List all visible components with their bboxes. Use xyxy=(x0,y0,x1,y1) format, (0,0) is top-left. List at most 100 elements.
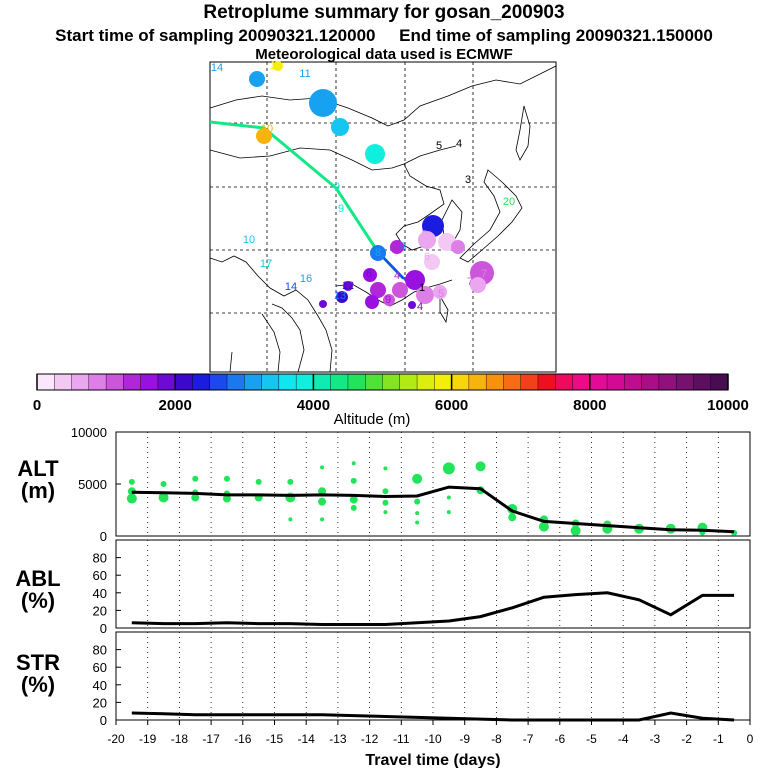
altitude-colorbar: 0 2000 4000 6000 8000 10000 Altitude (m) xyxy=(33,373,749,428)
alt-point xyxy=(383,466,388,471)
x-tick-label: -8 xyxy=(491,732,502,746)
colorbar-cell xyxy=(468,373,487,391)
plume-bubble xyxy=(256,128,272,144)
colorbar-tick-label: 4000 xyxy=(297,397,330,414)
x-tick-label: 0 xyxy=(747,732,754,746)
x-tick-label: -4 xyxy=(618,732,629,746)
map-label: 9 xyxy=(338,203,344,215)
map-label: 8 xyxy=(400,241,406,253)
map-label: 1 xyxy=(419,282,425,294)
alt-point xyxy=(287,478,294,485)
x-tick-label: -10 xyxy=(424,732,442,746)
alt-point xyxy=(320,517,325,522)
alt-point xyxy=(288,517,293,522)
alt-point xyxy=(412,473,423,484)
colorbar-tick-label: 0 xyxy=(33,397,41,414)
map-label: 12 xyxy=(342,280,354,292)
panel-unit: (%) xyxy=(21,588,55,613)
colorbar-cell xyxy=(589,373,608,391)
map-label: 10 xyxy=(270,60,282,72)
colorbar-cell xyxy=(537,373,556,391)
map-label: 7 xyxy=(481,268,487,280)
map-label: 9 xyxy=(373,148,379,160)
series-line-abl xyxy=(131,591,735,626)
x-tick-label: -16 xyxy=(234,732,252,746)
x-tick-label: -17 xyxy=(202,732,220,746)
y-tick-label: 40 xyxy=(93,678,107,693)
colorbar-cell xyxy=(278,373,297,391)
map-label: 17 xyxy=(260,258,272,270)
plume-bubble xyxy=(433,285,447,299)
map-label: 7 xyxy=(467,276,473,288)
map-label: 5 xyxy=(421,229,427,241)
panel-unit: (%) xyxy=(21,672,55,697)
y-tick-label: 0 xyxy=(100,529,107,544)
alt-point xyxy=(570,525,581,536)
colorbar-cell xyxy=(105,373,124,391)
y-tick-label: 5000 xyxy=(78,477,107,492)
colorbar-tick-label: 6000 xyxy=(435,397,468,414)
colorbar-cell xyxy=(123,373,142,391)
x-tick-label: -7 xyxy=(523,732,534,746)
start-time: Start time of sampling 20090321.120000 xyxy=(55,26,376,45)
alt-point xyxy=(126,493,137,504)
plume-bubble xyxy=(390,240,404,254)
map-label: 16 xyxy=(300,273,312,285)
colorbar-tick-label: 2000 xyxy=(159,397,192,414)
plume-bubble xyxy=(451,240,465,254)
sampling-times: Start time of sampling 20090321.120000 E… xyxy=(0,26,768,46)
colorbar-cell xyxy=(192,373,211,391)
alt-point xyxy=(191,493,200,502)
colorbar-cell xyxy=(399,373,418,391)
colorbar-label: Altitude (m) xyxy=(334,411,411,428)
map-label: 6 xyxy=(424,251,430,263)
alt-point xyxy=(350,504,357,511)
plume-bubble xyxy=(363,268,377,282)
alt-point xyxy=(415,511,420,516)
map-label: 4 xyxy=(456,138,462,150)
colorbar-cell xyxy=(295,373,314,391)
alt-point xyxy=(382,499,389,506)
time-series-panels: 0500010000ALT(m)020406080ABL(%)020406080… xyxy=(15,425,753,768)
x-tick-label: -13 xyxy=(329,732,347,746)
series-line-str xyxy=(131,711,735,722)
alt-point xyxy=(318,487,327,496)
x-tick-label: -6 xyxy=(554,732,565,746)
alt-point xyxy=(349,495,358,504)
x-tick-label: -20 xyxy=(107,732,125,746)
y-tick-label: 20 xyxy=(93,695,107,710)
series-line-alt xyxy=(131,485,735,534)
plume-bubble xyxy=(392,282,408,298)
met-data-note: Meteorological data used is ECMWF xyxy=(255,46,513,63)
alt-point xyxy=(446,510,451,515)
map-label: 8 xyxy=(375,247,381,259)
plume-bubble xyxy=(424,254,440,270)
end-time: End time of sampling 20090321.150000 xyxy=(399,26,713,45)
colorbar-cell xyxy=(624,373,643,391)
colorbar-cell xyxy=(209,373,228,391)
x-axis-label: Travel time (days) xyxy=(365,752,500,768)
alt-point xyxy=(128,478,135,485)
figure-title: Retroplume summary for gosan_200903 xyxy=(203,2,565,23)
y-tick-label: 80 xyxy=(93,643,107,658)
plume-bubble xyxy=(273,61,283,71)
y-tick-label: 0 xyxy=(100,621,107,636)
y-tick-label: 40 xyxy=(93,586,107,601)
alt-point xyxy=(223,475,230,482)
alt-point xyxy=(415,520,420,525)
y-tick-label: 60 xyxy=(93,568,107,583)
colorbar-cell xyxy=(174,373,193,391)
alt-point xyxy=(383,510,388,515)
map-label: 12 xyxy=(251,73,263,85)
plume-bubble xyxy=(416,286,434,304)
colorbar-cell xyxy=(313,373,332,391)
colorbar-cell xyxy=(503,373,522,391)
x-tick-label: -12 xyxy=(361,732,379,746)
colorbar-cell xyxy=(71,373,90,391)
colorbar-cell xyxy=(226,373,245,391)
map-label: 10 xyxy=(334,122,346,134)
panel-label: ABL xyxy=(15,566,60,591)
plume-bubbles xyxy=(249,61,494,309)
plume-bubble xyxy=(365,144,385,164)
